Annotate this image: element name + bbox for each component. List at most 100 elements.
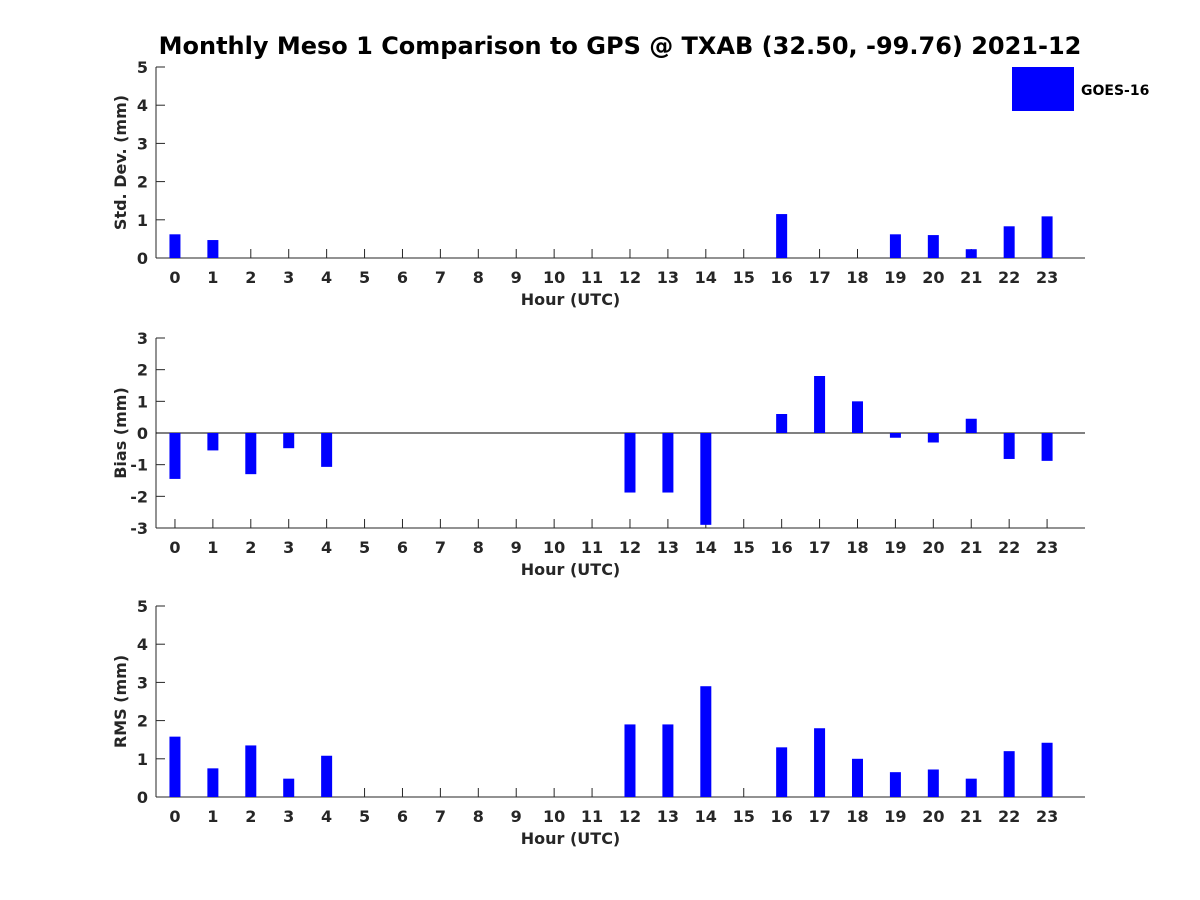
bias-x-tick-label: 20: [922, 538, 944, 557]
bias-x-tick-label: 11: [581, 538, 603, 557]
std-dev-x-tick-label: 9: [511, 268, 522, 287]
rms-x-tick-label: 22: [998, 807, 1020, 826]
rms-bar: [662, 724, 674, 797]
bias-bar: [169, 433, 181, 479]
bias-x-tick-label: 10: [543, 538, 565, 557]
rms-bar: [889, 772, 901, 797]
bias-y-tick-label: 0: [137, 424, 148, 443]
bias-x-tick-label: 18: [846, 538, 868, 557]
bias-x-tick-label: 21: [960, 538, 982, 557]
bias-bar: [965, 418, 977, 433]
std-dev-x-tick-label: 16: [771, 268, 793, 287]
bias-x-tick-label: 4: [321, 538, 332, 557]
rms-bar: [851, 758, 863, 797]
rms-bar: [776, 747, 788, 797]
chart-title: Monthly Meso 1 Comparison to GPS @ TXAB …: [159, 32, 1082, 60]
bias-x-tick-label: 2: [245, 538, 256, 557]
std-dev-x-tick-label: 6: [397, 268, 408, 287]
bias-bar: [851, 401, 863, 433]
std-dev-x-tick-label: 3: [283, 268, 294, 287]
rms-x-tick-label: 2: [245, 807, 256, 826]
rms-y-axis-label: RMS (mm): [111, 655, 130, 748]
rms-bar: [927, 769, 939, 797]
bias-x-tick-label: 3: [283, 538, 294, 557]
bias-bar: [1041, 433, 1053, 461]
rms-y-tick-label: 0: [137, 788, 148, 807]
std-dev-y-tick-label: 2: [137, 173, 148, 192]
rms-x-tick-label: 4: [321, 807, 332, 826]
rms-bar: [283, 778, 295, 797]
rms-x-tick-label: 19: [884, 807, 906, 826]
bias-bar: [1003, 433, 1015, 459]
bias-y-axis-label: Bias (mm): [111, 387, 130, 479]
rms-bar: [700, 686, 712, 797]
legend: GOES-16: [1012, 67, 1149, 111]
rms-bar: [1041, 742, 1053, 797]
rms-x-tick-label: 6: [397, 807, 408, 826]
rms-bar: [814, 728, 826, 797]
bias-bar: [814, 376, 826, 433]
rms-x-axis-label: Hour (UTC): [521, 829, 621, 848]
std-dev-x-tick-label: 0: [169, 268, 180, 287]
std-dev-x-tick-label: 11: [581, 268, 603, 287]
rms-y-tick-label: 4: [137, 635, 148, 654]
std-dev-bar: [169, 234, 181, 258]
bias-x-tick-label: 16: [771, 538, 793, 557]
std-dev-x-tick-label: 7: [435, 268, 446, 287]
rms-x-tick-label: 9: [511, 807, 522, 826]
bias-bar: [889, 433, 901, 438]
rms-y-tick-label: 2: [137, 712, 148, 731]
std-dev-x-tick-label: 12: [619, 268, 641, 287]
rms-x-tick-label: 21: [960, 807, 982, 826]
std-dev-bar: [965, 249, 977, 258]
bias-bar: [700, 433, 712, 525]
rms-x-tick-label: 12: [619, 807, 641, 826]
bias-bar: [927, 433, 939, 443]
std-dev-x-tick-label: 17: [808, 268, 830, 287]
rms-x-tick-label: 3: [283, 807, 294, 826]
bias-bar: [321, 433, 333, 467]
std-dev-bar: [776, 214, 788, 258]
bias-x-tick-label: 8: [473, 538, 484, 557]
std-dev-x-tick-label: 15: [733, 268, 755, 287]
std-dev-x-tick-label: 13: [657, 268, 679, 287]
std-dev-x-tick-label: 5: [359, 268, 370, 287]
bias-x-tick-label: 1: [207, 538, 218, 557]
rms-x-tick-label: 15: [733, 807, 755, 826]
rms-bar: [245, 745, 257, 797]
std-dev-y-tick-label: 3: [137, 134, 148, 153]
rms-bar: [1003, 751, 1015, 797]
std-dev-x-tick-label: 10: [543, 268, 565, 287]
rms-x-tick-label: 11: [581, 807, 603, 826]
bias-x-tick-label: 17: [808, 538, 830, 557]
bias-y-tick-label: 1: [137, 392, 148, 411]
rms-x-tick-label: 14: [695, 807, 717, 826]
bias-y-tick-label: -2: [130, 487, 148, 506]
bias-x-tick-label: 0: [169, 538, 180, 557]
bias-x-tick-label: 22: [998, 538, 1020, 557]
rms-x-tick-label: 20: [922, 807, 944, 826]
std-dev-y-tick-label: 1: [137, 211, 148, 230]
rms-y-tick-label: 5: [137, 597, 148, 616]
bias-x-tick-label: 19: [884, 538, 906, 557]
std-dev-x-tick-label: 2: [245, 268, 256, 287]
rms-x-tick-label: 23: [1036, 807, 1058, 826]
bias-bar: [283, 433, 295, 449]
legend-label: GOES-16: [1081, 83, 1149, 99]
bias-x-tick-label: 13: [657, 538, 679, 557]
std-dev-x-tick-label: 22: [998, 268, 1020, 287]
rms-x-tick-label: 10: [543, 807, 565, 826]
rms-x-tick-label: 5: [359, 807, 370, 826]
bias-y-tick-label: -1: [130, 456, 148, 475]
std-dev-x-tick-label: 20: [922, 268, 944, 287]
rms-x-tick-label: 8: [473, 807, 484, 826]
std-dev-x-tick-label: 18: [846, 268, 868, 287]
bias-x-tick-label: 9: [511, 538, 522, 557]
std-dev-y-axis-label: Std. Dev. (mm): [111, 95, 130, 230]
std-dev-x-tick-label: 23: [1036, 268, 1058, 287]
bias-x-tick-label: 23: [1036, 538, 1058, 557]
